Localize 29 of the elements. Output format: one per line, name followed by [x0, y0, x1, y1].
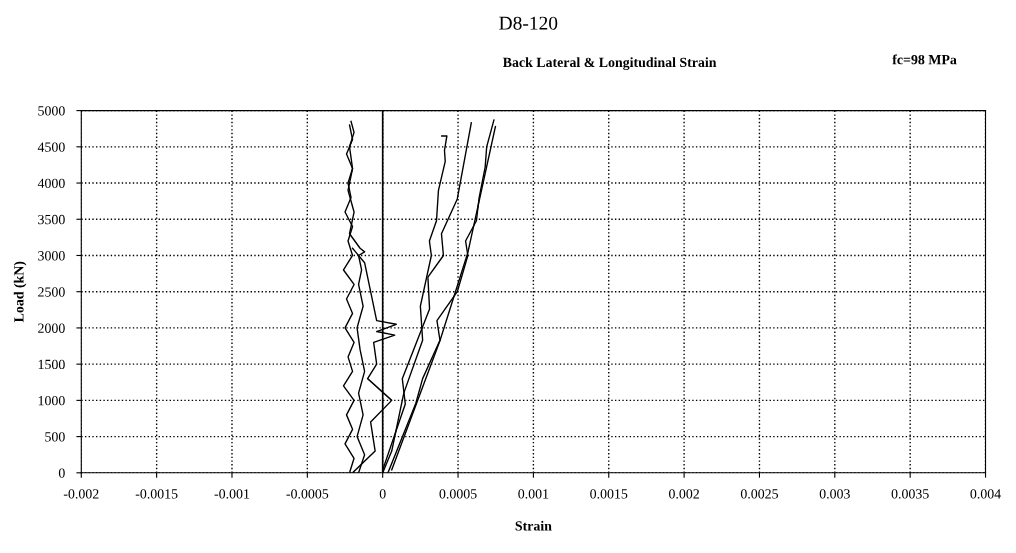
text: fc=98 MPa [892, 54, 957, 65]
x-tick-label: -0.002 [63, 489, 99, 499]
chart-subtitle: Back Lateral & Longitudinal Strain [502, 57, 717, 70]
x-tick-label: 0.002 [669, 489, 699, 499]
x-tick-label: 0.0005 [439, 489, 477, 499]
y-tick-label: 5000 [38, 106, 65, 116]
x-tick-label: 0.001 [518, 489, 549, 499]
y-tick-label: 2000 [38, 323, 65, 333]
x-tick-label: 0.0035 [891, 489, 929, 499]
x-axis-title: Strain [515, 520, 552, 531]
x-tick-label: 0.004 [970, 489, 1001, 499]
x-tick-label: -0.001 [214, 489, 250, 499]
y-tick-label: 0 [58, 468, 65, 478]
x-tick-label: 0.003 [819, 489, 850, 499]
y-tick-label: 2500 [38, 287, 65, 297]
y-tick-label: 3000 [38, 251, 65, 261]
x-tick-label: 0.0015 [590, 489, 628, 499]
y-tick-label: 3500 [38, 214, 65, 225]
x-tick-label: -0.0015 [135, 489, 178, 499]
y-tick-label: 500 [45, 432, 65, 442]
chart-title: D8-120 [499, 16, 558, 30]
x-tick-label: 0.0025 [740, 489, 779, 499]
y-tick-label: 4500 [37, 142, 65, 152]
y-axis-title: Load (kN) [13, 261, 27, 323]
y-tick-label: 4000 [37, 178, 65, 188]
y-tick-label: 1000 [38, 395, 65, 406]
x-tick-label: -0.0005 [286, 489, 329, 499]
y-tick-label: 1500 [38, 359, 65, 370]
x-tick-label: 0 [379, 489, 386, 499]
